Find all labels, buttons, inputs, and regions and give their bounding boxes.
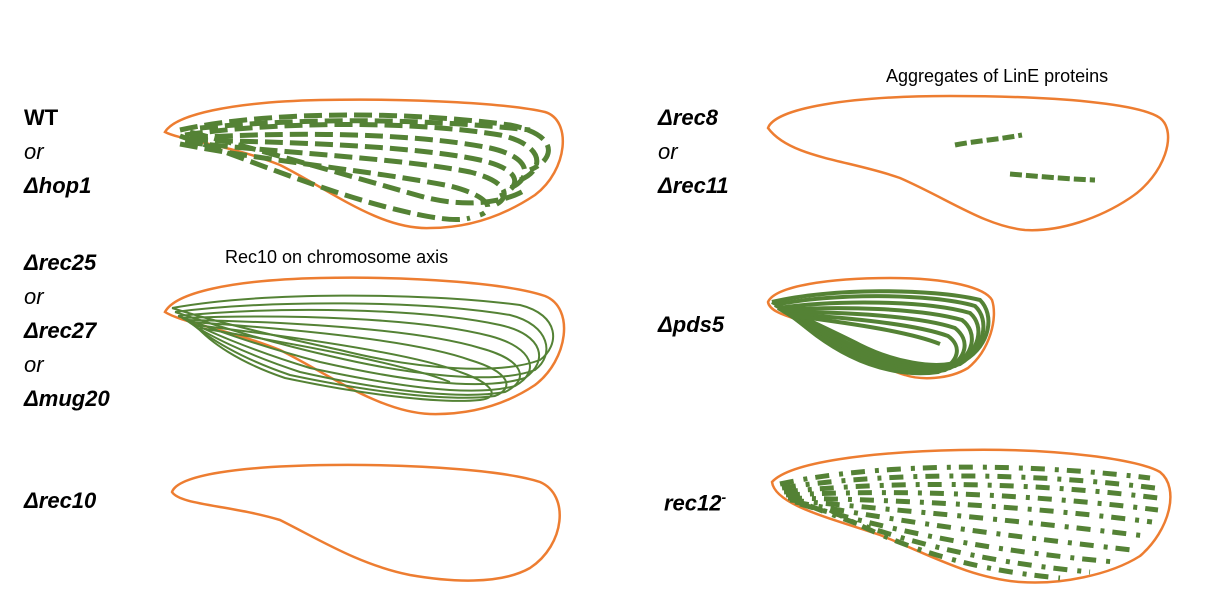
panel-rec10 [170,463,561,582]
genotype-label-wt-group: WT or Δhop1 [24,101,91,203]
panel-rec25 [163,276,566,416]
fragmented-elements-rec12 [779,464,1159,581]
genotype-label-rec25-group: Δrec25 or Δrec27 or Δmug20 [24,246,110,416]
nucleus-outline-rec12-orange [770,448,1172,584]
label-mug20: Δmug20 [24,386,110,411]
genotype-label-pds5-group: Δpds5 [658,308,724,342]
annotation-aggregates: Aggregates of LinE proteins [886,66,1109,86]
label-or-2: or [24,352,44,377]
label-or-3: or [658,139,678,164]
label-rec10: Δrec10 [24,488,97,513]
label-rec25: Δrec25 [24,250,97,275]
label-or: or [24,139,44,164]
panel-rec12 [770,448,1172,584]
label-pds5: Δpds5 [658,312,725,337]
label-hop1: Δhop1 [24,173,92,198]
label-rec12-text: rec12 [664,490,722,516]
label-rec27: Δrec27 [24,318,97,343]
panel-rec8 [766,94,1170,232]
genotype-label-rec8-group: Δrec8 or Δrec11 [658,101,729,203]
linear-elements-wt [179,112,551,222]
panel-pds5 [766,276,996,380]
label-rec12: rec12- [664,480,726,520]
label-wt: WT [24,105,59,130]
label-or-1: or [24,284,44,309]
compacted-axes-pds5 [771,289,991,376]
label-rec8: Δrec8 [658,105,719,130]
nucleus-outline-rec8 [766,94,1170,232]
genotype-label-rec10-group: Δrec10 [24,484,96,518]
label-rec12-superscript: - [721,489,727,505]
nucleus-outline-wt [163,98,565,230]
panel-wt [163,98,565,230]
label-rec11: Δrec11 [658,173,729,198]
line-aggregates [954,132,1096,183]
genotype-label-rec12-group: rec12- [664,480,726,520]
annotation-axis: Rec10 on chromosome axis [225,247,449,267]
chromosome-axes-rec25 [171,294,555,402]
nucleus-outline-rec10 [170,463,561,582]
